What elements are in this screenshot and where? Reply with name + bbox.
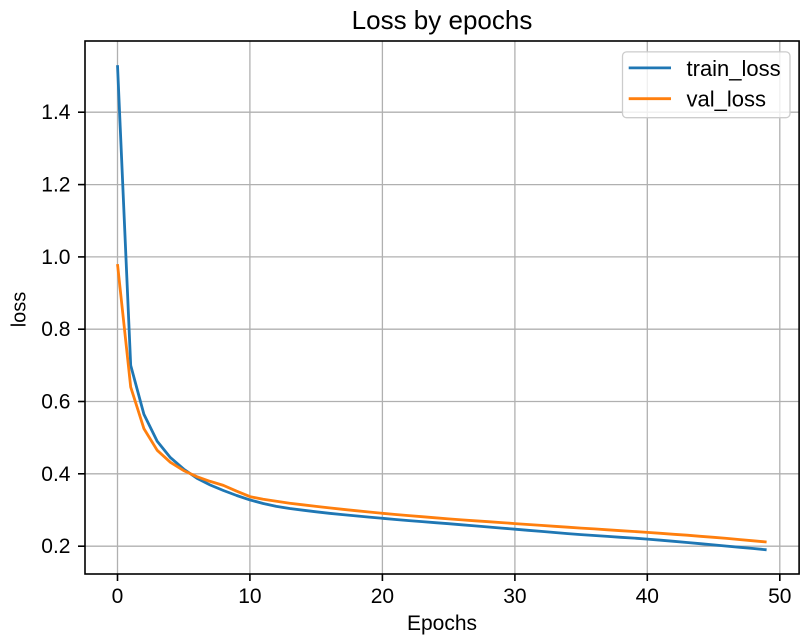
svg-text:0.8: 0.8 [41,318,70,341]
svg-text:1.4: 1.4 [41,101,71,124]
svg-text:30: 30 [503,585,526,608]
svg-text:1.2: 1.2 [41,174,70,197]
svg-text:val_loss: val_loss [687,87,766,112]
svg-text:50: 50 [768,585,791,608]
svg-text:20: 20 [371,585,394,608]
svg-text:0.6: 0.6 [41,391,70,414]
svg-text:train_loss: train_loss [687,56,781,81]
svg-text:1.0: 1.0 [41,246,70,269]
svg-text:0.4: 0.4 [41,463,71,486]
svg-text:0.2: 0.2 [41,535,70,558]
svg-text:40: 40 [636,585,659,608]
svg-text:loss: loss [9,292,31,328]
svg-text:10: 10 [238,585,261,608]
svg-text:Loss by epochs: Loss by epochs [352,5,533,35]
svg-text:0: 0 [112,585,124,608]
svg-text:Epochs: Epochs [407,612,477,635]
